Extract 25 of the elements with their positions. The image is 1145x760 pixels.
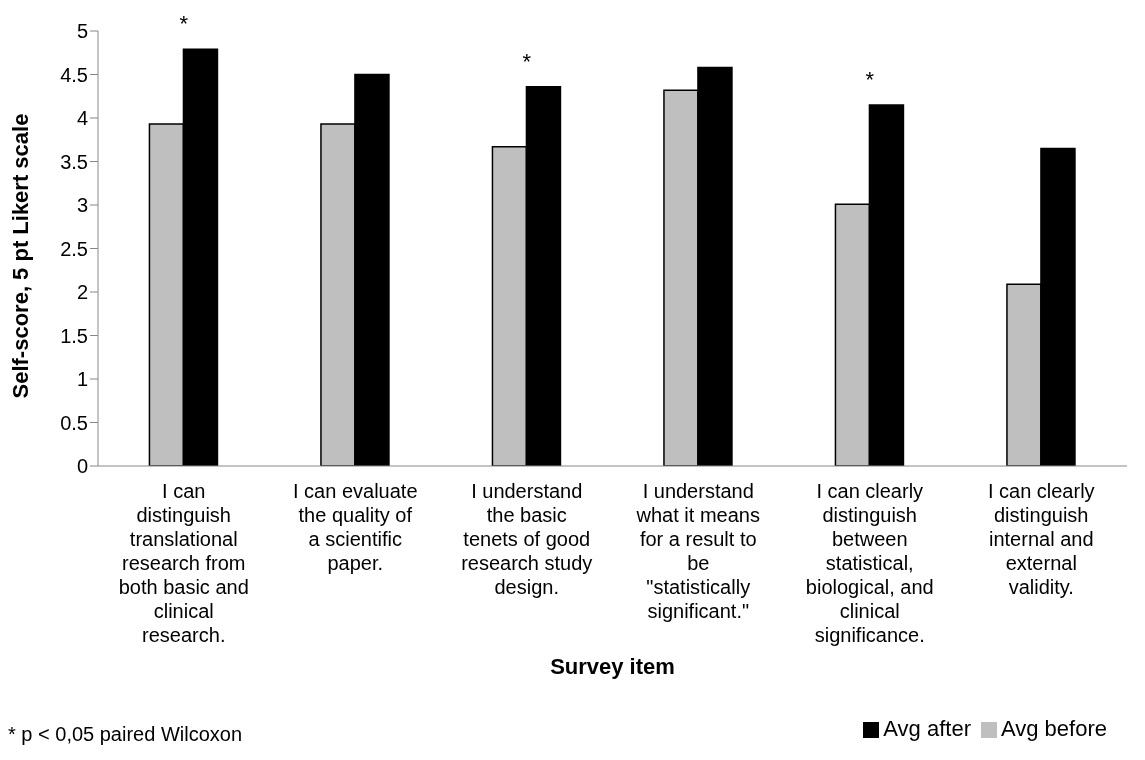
annotation: * bbox=[179, 11, 189, 37]
legend-label: Avg before bbox=[1000, 716, 1107, 741]
x-tick-label: I understand the basic tenets of good research study design. bbox=[461, 480, 593, 598]
text: * p < 0,05 paired Wilcoxon bbox=[8, 723, 243, 746]
annotation: * bbox=[522, 48, 532, 74]
legend-label: Avg after bbox=[883, 716, 971, 741]
y-tick-label: 4.5 bbox=[60, 63, 88, 86]
x-tick-label: I understand what it means for a result to be "statistically significant." bbox=[635, 480, 760, 622]
y-tick-label: 5 bbox=[76, 20, 88, 43]
y-tick-label: 0 bbox=[76, 455, 88, 478]
y-tick-label: 2.5 bbox=[60, 237, 88, 260]
y-tick-label: 3.5 bbox=[60, 150, 88, 173]
x-axis-title: Survey item bbox=[550, 654, 675, 679]
x-tick-label: I can evaluate the quality of a scientific paper. bbox=[292, 480, 418, 574]
y-axis-title: Self-score, 5 pt Likert scale bbox=[7, 113, 33, 399]
x-tick-label: I can clearly distinguish internal and external validity. bbox=[987, 480, 1095, 598]
y-tick-label: 4 bbox=[76, 107, 88, 130]
x-tick-label: I can clearly distinguish between statistical, biological, and clinical significance. bbox=[805, 480, 934, 646]
y-tick-label: 2 bbox=[76, 281, 88, 304]
y-tick-label: 1 bbox=[76, 368, 88, 391]
annotation: * bbox=[865, 66, 875, 92]
x-tick-label: I can distinguish translational research from both basic and clinical research. bbox=[118, 480, 249, 646]
y-tick-label: 3 bbox=[76, 194, 88, 217]
y-tick-label: 0.5 bbox=[60, 411, 88, 434]
y-tick-label: 1.5 bbox=[60, 324, 88, 347]
